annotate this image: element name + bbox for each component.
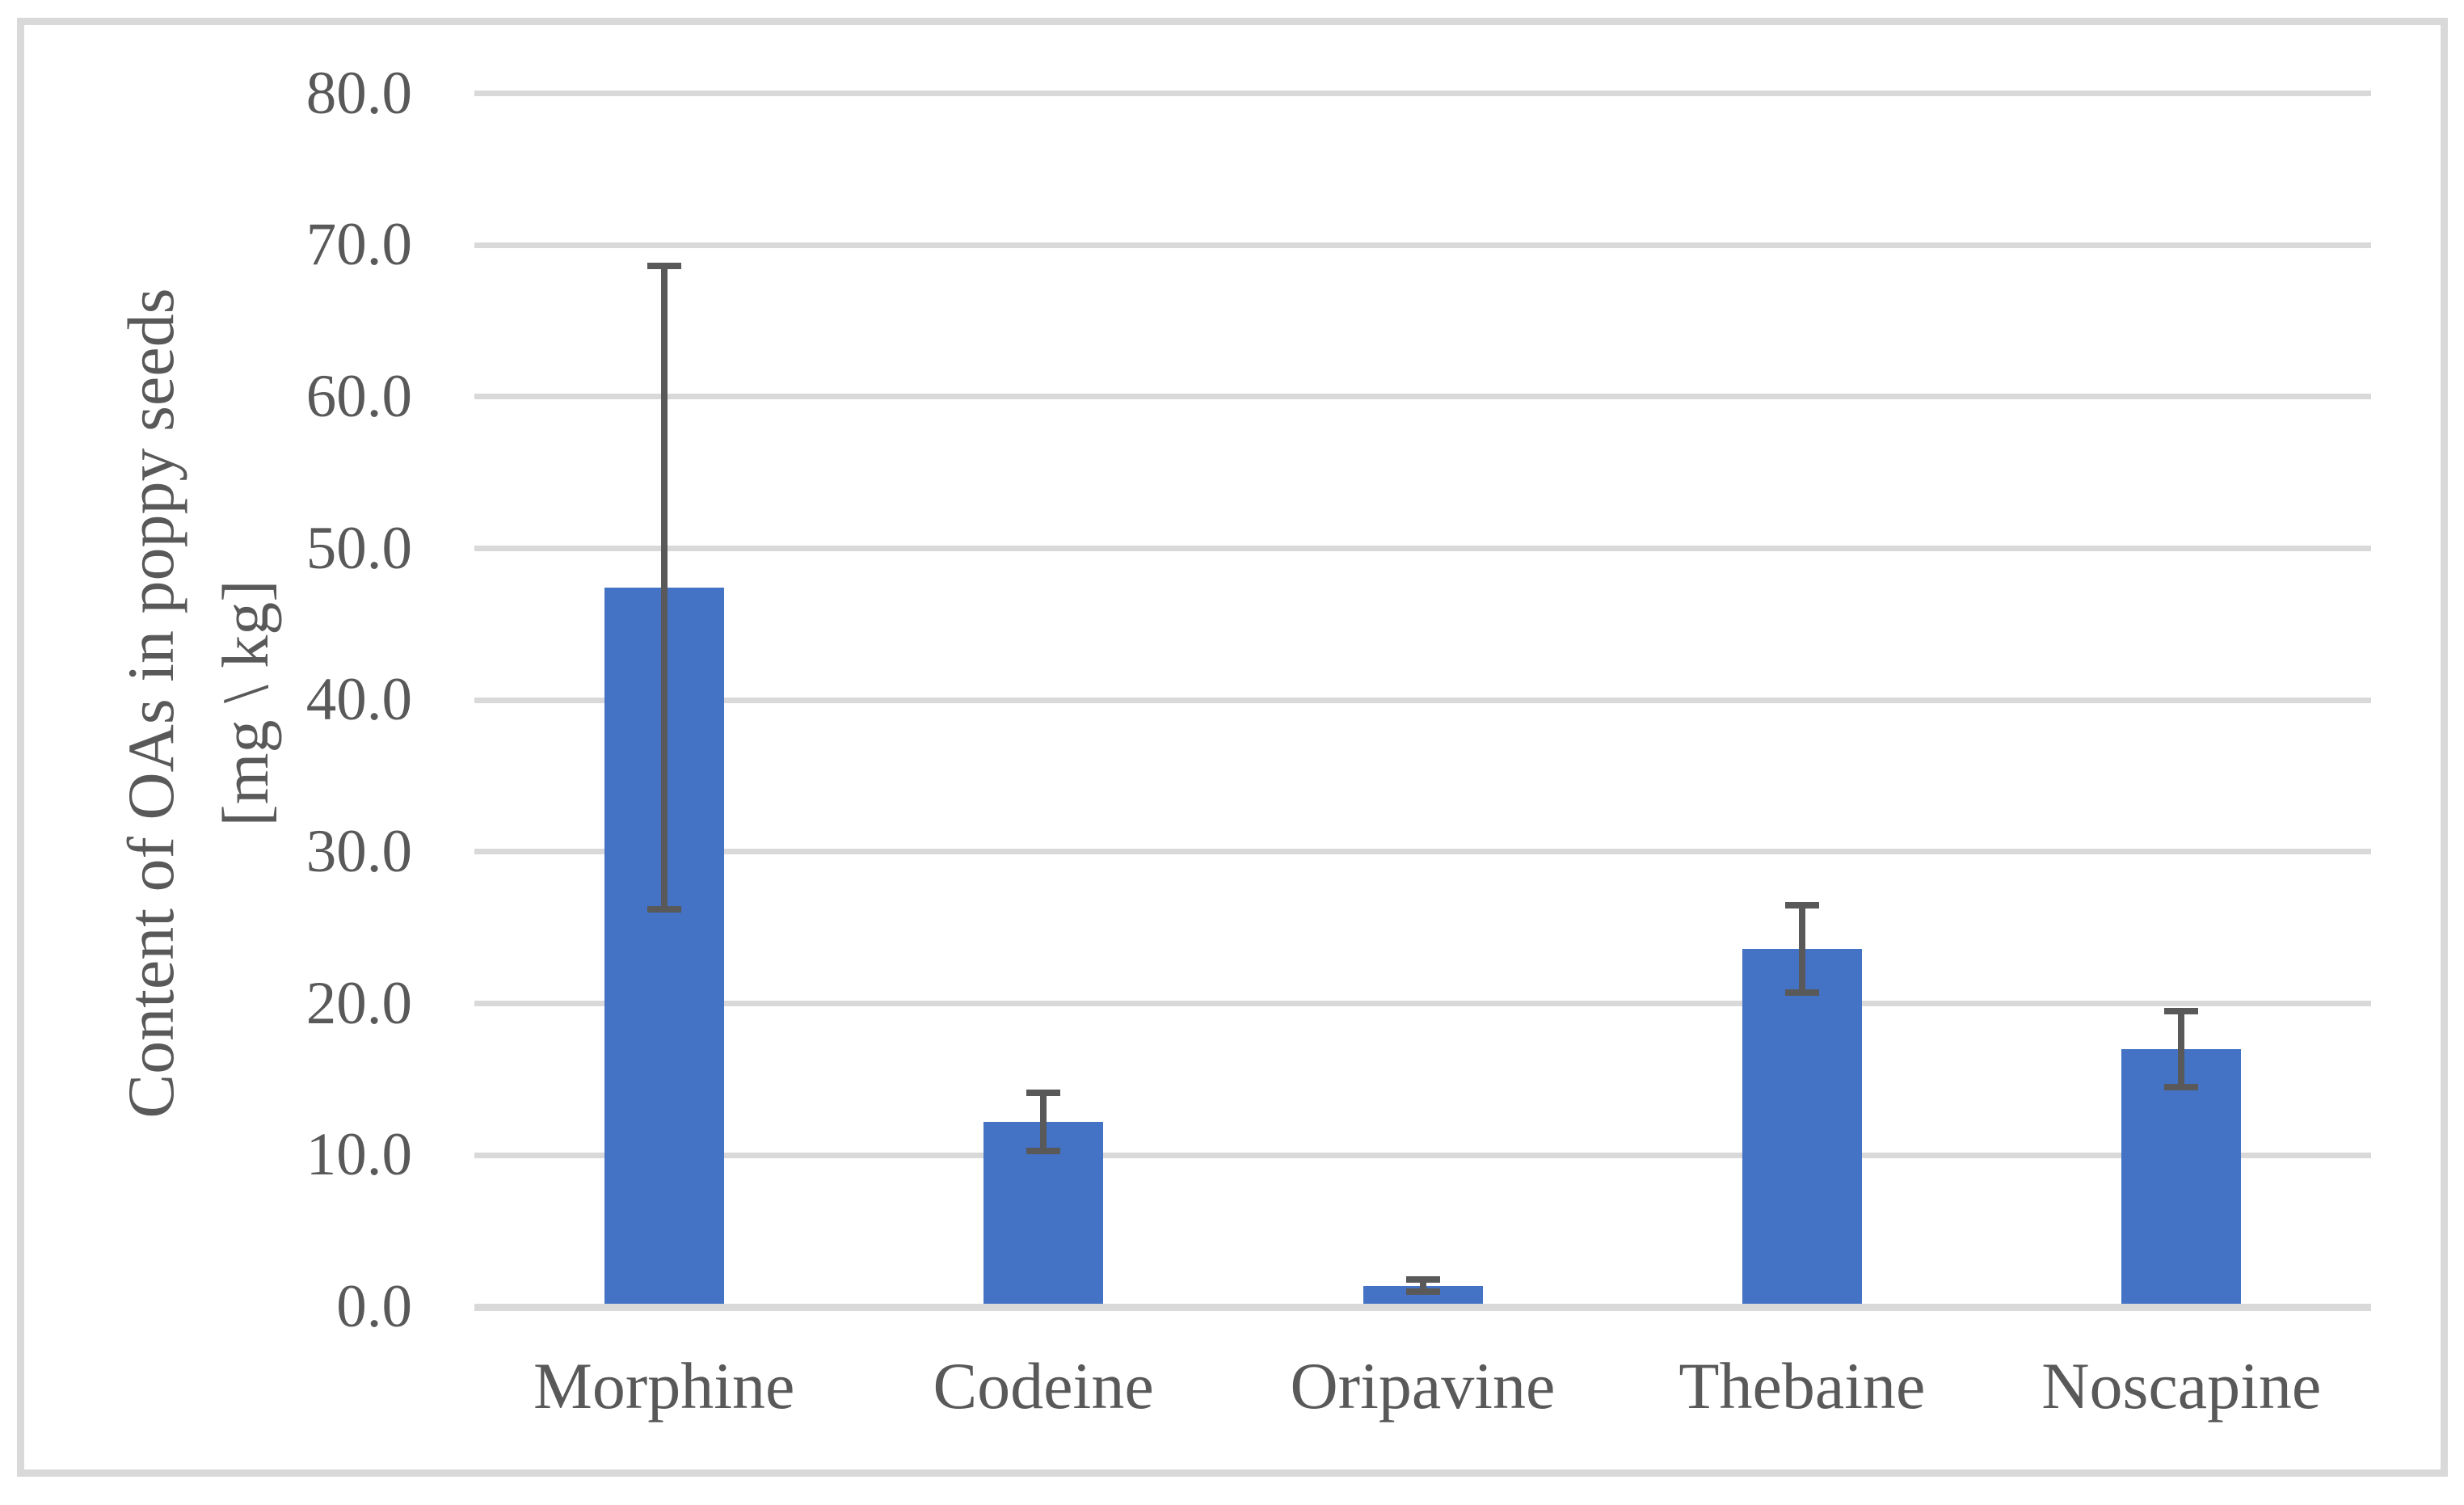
category-label-codeine: Codeine	[933, 1349, 1154, 1423]
error-bar-top-cap-morphine	[647, 263, 681, 270]
error-bar-top-cap-thebaine	[1784, 901, 1819, 908]
error-bar-top-cap-oripavine	[1405, 1276, 1440, 1284]
error-bar-bottom-cap-noscapine	[2164, 1083, 2199, 1090]
error-bar-bottom-cap-thebaine	[1784, 989, 1819, 997]
gridline-60	[474, 394, 2371, 400]
category-label-morphine: Morphine	[533, 1349, 795, 1423]
gridline-40	[474, 697, 2371, 703]
gridline-80	[474, 91, 2371, 96]
y-tick-label-50.0: 50.0	[305, 514, 412, 582]
y-tick-label-20.0: 20.0	[305, 969, 412, 1037]
error-bar-codeine	[1040, 1093, 1047, 1151]
error-bar-bottom-cap-oripavine	[1405, 1288, 1440, 1296]
chart-frame	[17, 18, 2448, 1477]
error-bar-thebaine	[1798, 904, 1805, 993]
y-tick-label-40.0: 40.0	[305, 666, 412, 734]
y-tick-label-70.0: 70.0	[305, 211, 412, 279]
error-bar-oripavine	[1419, 1279, 1426, 1292]
gridline-10	[474, 1152, 2371, 1158]
y-tick-label-0.0: 0.0	[336, 1273, 412, 1340]
bar-thebaine	[1742, 949, 1862, 1310]
category-label-oripavine: Oripavine	[1290, 1349, 1556, 1423]
y-axis-title-line-1: Content of OAs in poppy seeds	[114, 288, 187, 1119]
x-axis-line	[474, 1304, 2371, 1311]
error-bar-bottom-cap-codeine	[1026, 1147, 1061, 1154]
y-axis-title: Content of OAs in poppy seeds [mg \ kg]	[103, 57, 293, 1350]
gridline-50	[474, 546, 2371, 552]
error-bar-top-cap-noscapine	[2164, 1008, 2199, 1014]
y-tick-label-10.0: 10.0	[305, 1121, 412, 1189]
category-label-thebaine: Thebaine	[1678, 1349, 1926, 1423]
category-label-noscapine: Noscapine	[2041, 1349, 2322, 1423]
y-axis-title-line-2: [mg \ kg]	[208, 580, 282, 827]
gridline-20	[474, 1001, 2371, 1007]
gridline-70	[474, 242, 2371, 248]
y-tick-label-80.0: 80.0	[305, 59, 412, 127]
error-bar-bottom-cap-morphine	[647, 906, 681, 913]
y-tick-label-30.0: 30.0	[305, 817, 412, 885]
bar-noscapine	[2121, 1048, 2242, 1310]
y-tick-label-60.0: 60.0	[305, 362, 412, 430]
error-bar-morphine	[660, 266, 668, 910]
gridline-30	[474, 849, 2371, 855]
error-bar-noscapine	[2178, 1011, 2185, 1087]
error-bar-top-cap-codeine	[1026, 1090, 1061, 1097]
